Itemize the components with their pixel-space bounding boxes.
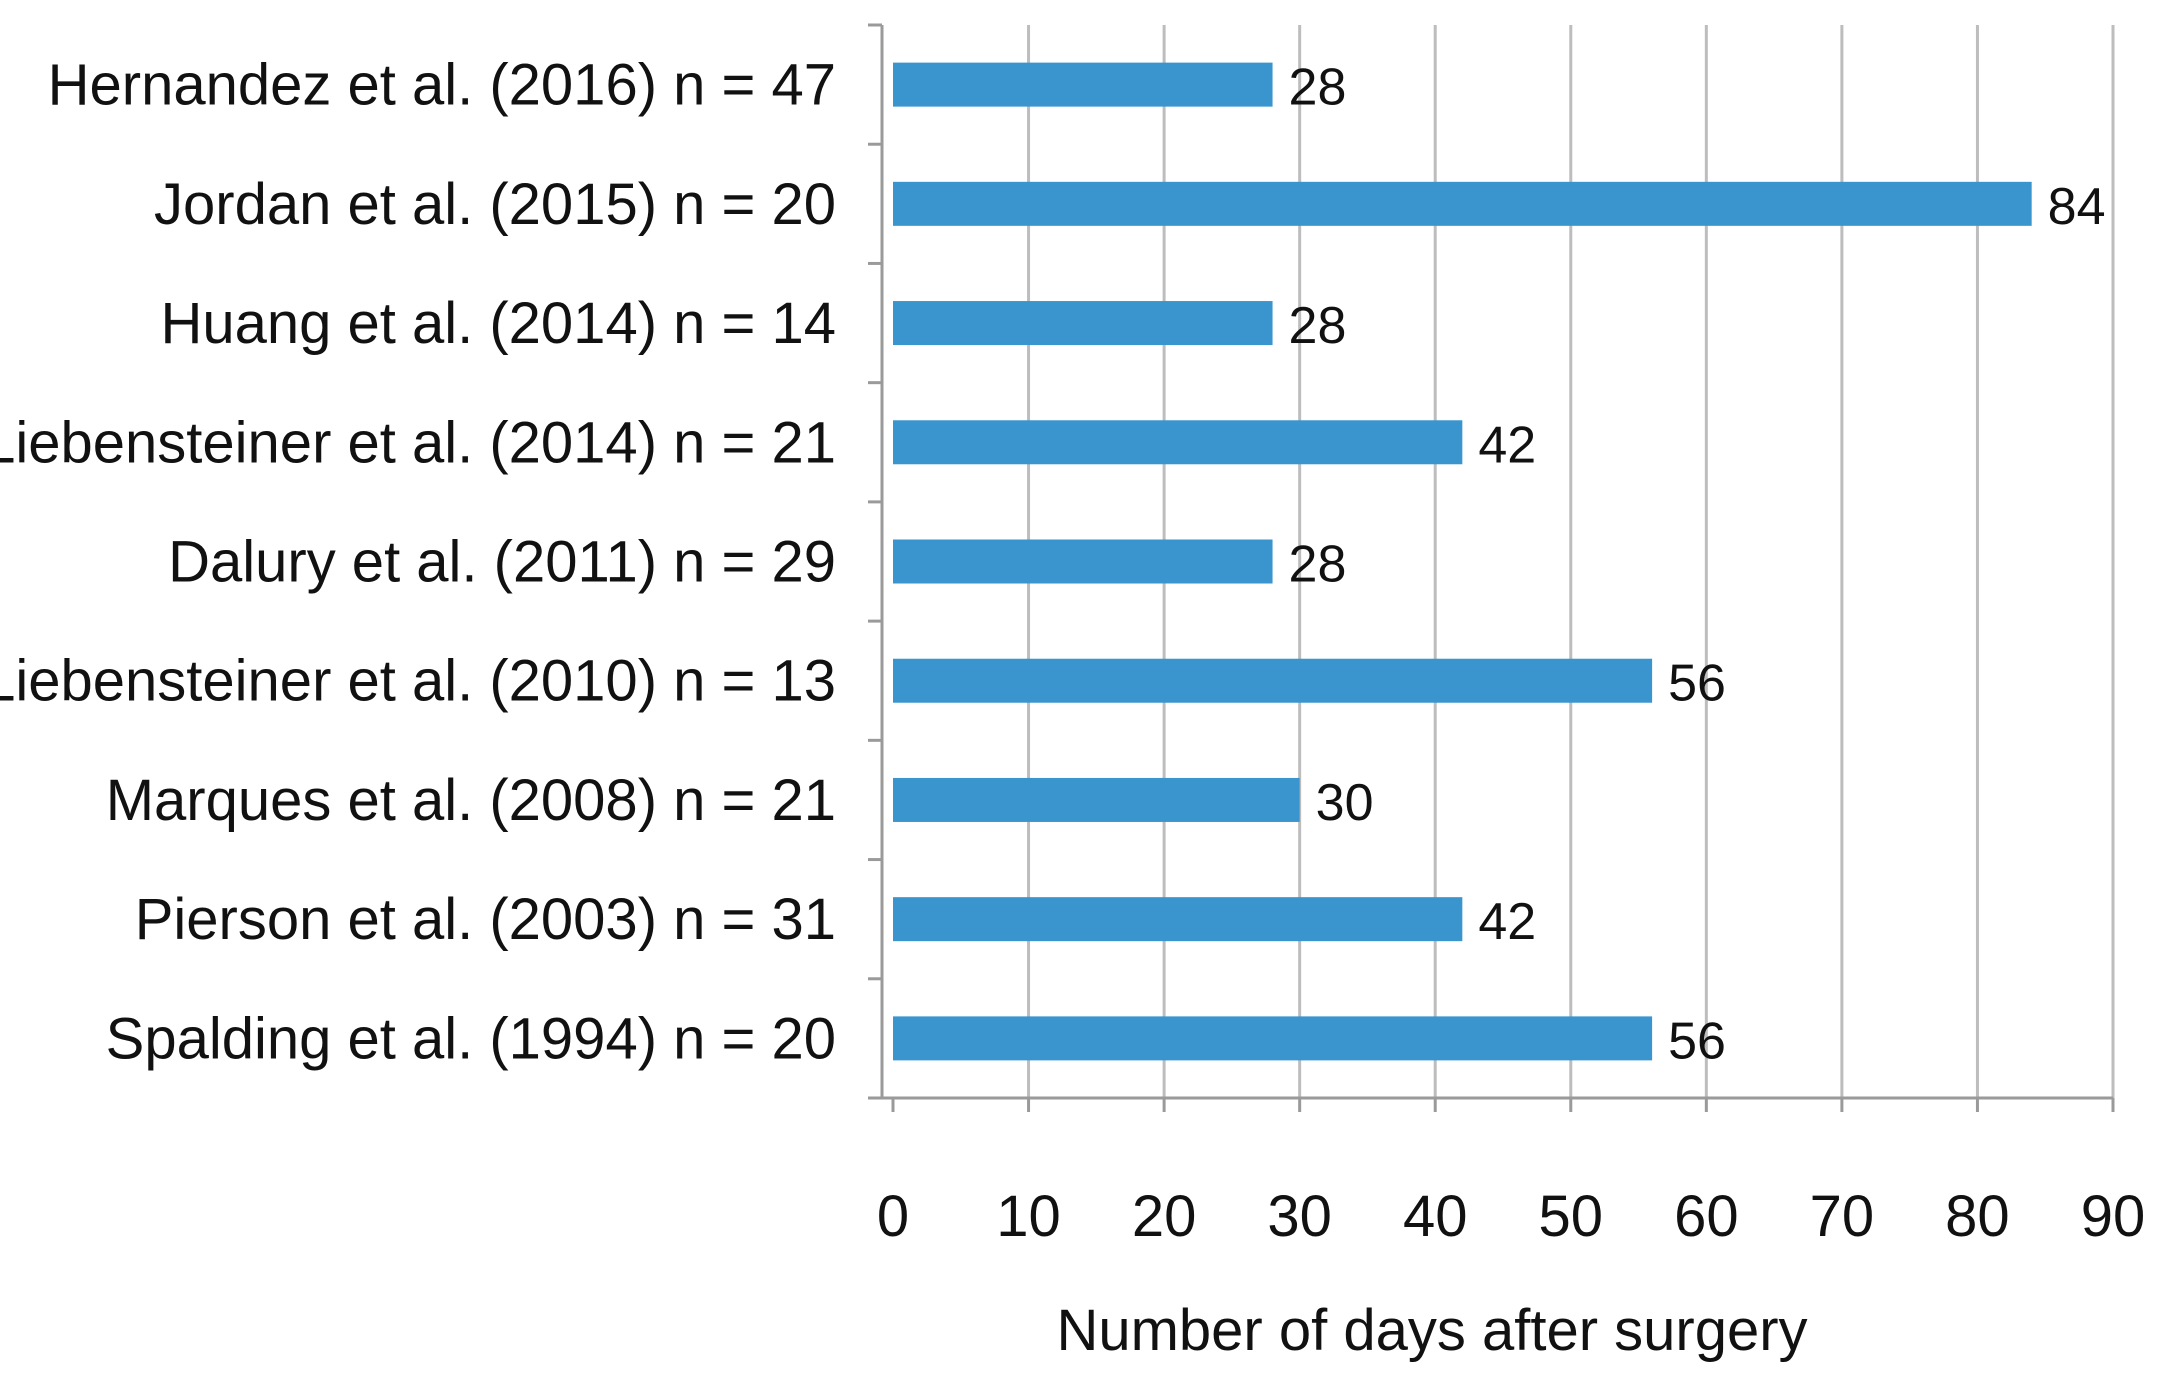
category-label-5: Dalury et al. (2011) n = 29 [168,530,836,595]
axes [868,23,2115,1112]
x-tick-label-80: 80 [1945,1184,2010,1249]
x-tick-label-20: 20 [1132,1184,1197,1249]
category-label-7: Marques et al. (2008) n = 21 [106,768,836,833]
x-tick-label-70: 70 [1810,1184,1875,1249]
bar-2 [893,181,2032,226]
data-label-6: 56 [1668,655,1726,713]
x-tick-label-10: 10 [996,1184,1061,1249]
category-label-6: Liebensteiner et al. (2010) n = 13 [0,649,836,714]
bar-8 [893,897,1463,942]
category-label-9: Spalding et al. (1994) n = 20 [106,1006,836,1071]
x-tick-label-0: 0 [877,1184,909,1249]
x-tick-label-40: 40 [1403,1184,1468,1249]
data-label-9: 56 [1668,1012,1726,1070]
data-label-4: 42 [1478,416,1536,474]
x-axis-title: Number of days after surgery [1056,1298,1807,1363]
category-label-2: Jordan et al. (2015) n = 20 [154,172,836,237]
bar-7 [893,777,1300,822]
labels: 0 10 20 30 40 50 60 70 80 90 Hernandez et al. (201… [0,53,2145,1249]
bar-6 [893,658,1653,703]
x-tick-label-30: 30 [1267,1184,1332,1249]
data-label-3: 28 [1289,297,1347,355]
data-label-2: 84 [2048,178,2106,236]
bar-1 [893,62,1273,107]
category-label-4: Liebensteiner et al. (2014) n = 21 [0,410,836,475]
bar-3 [893,301,1273,346]
category-label-3: Huang et al. (2014) n = 14 [160,291,836,356]
x-tick-label-60: 60 [1674,1184,1739,1249]
bars [893,62,2032,1061]
bar-5 [893,539,1273,584]
bar-4 [893,420,1463,465]
category-label-1: Hernandez et al. (2016) n = 47 [48,53,836,118]
data-label-1: 28 [1289,59,1347,117]
x-tick-label-50: 50 [1539,1184,1604,1249]
data-label-8: 42 [1478,893,1536,951]
data-label-7: 30 [1316,774,1374,832]
bar-9 [893,1016,1653,1061]
category-label-8: Pierson et al. (2003) n = 31 [135,887,836,952]
data-label-5: 28 [1289,536,1347,594]
x-tick-label-90: 90 [2081,1184,2146,1249]
